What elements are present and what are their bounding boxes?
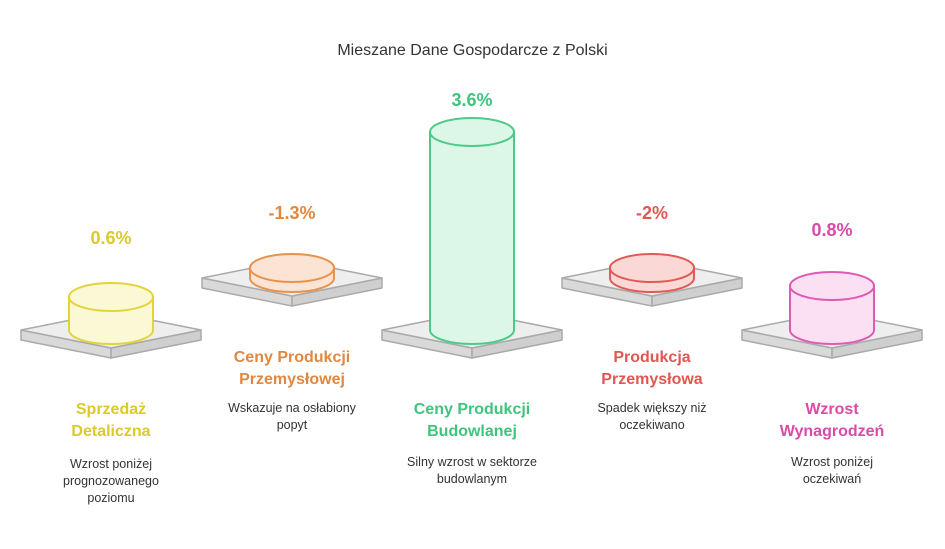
description-line: oczekiwano (619, 418, 685, 432)
bar-cylinder-top (609, 253, 695, 283)
value-label: 0.6% (90, 228, 132, 248)
category-label-line: Ceny Produkcji (233, 349, 351, 366)
bar-group-3 (381, 117, 563, 359)
description-line: oczekiwań (802, 472, 862, 486)
description-line: Wzrost poniżej (791, 455, 873, 469)
description-label: Wskazuje na osłabiony popyt (207, 400, 377, 434)
value-label: 3.6% (451, 90, 493, 110)
category-label-line: Wzrost (805, 401, 859, 418)
value-label: 0.8% (811, 220, 853, 240)
category-label-line: Przemysłowa (601, 371, 703, 388)
description-label: Wzrost poniżej oczekiwań (747, 454, 917, 488)
bar-cylinder-top (429, 117, 515, 147)
category-label: Wzrost Wynagrodzeń (742, 399, 922, 443)
description-line: budowlanym (436, 472, 508, 486)
description-line: Spadek większy niż (597, 401, 707, 415)
category-label-line: Sprzedaż (75, 401, 147, 418)
category-label-line: Detaliczna (71, 423, 151, 440)
bar-cylinder-top (249, 253, 335, 283)
category-label-line: Wynagrodzeń (779, 423, 885, 440)
category-label: Produkcja Przemysłowa (562, 347, 742, 391)
category-label-line: Przemysłowej (239, 371, 345, 388)
description-line: prognozowanego (63, 474, 159, 488)
description-line: popyt (276, 418, 308, 432)
description-label: Silny wzrost w sektorze budowlanym (387, 454, 557, 488)
description-line: Wskazuje na osłabiony (228, 401, 356, 415)
bar-cylinder-top (68, 282, 154, 312)
category-label-line: Budowlanej (427, 423, 517, 440)
bar-cylinder-top (789, 271, 875, 301)
category-label: Sprzedaż Detaliczna (21, 399, 201, 443)
bar-group-2 (201, 253, 383, 307)
description-label: Spadek większy niż oczekiwano (567, 400, 737, 434)
bar-group-1 (20, 282, 202, 359)
bar-cylinder-body (429, 131, 515, 345)
value-label: -2% (635, 203, 668, 223)
category-label-line: Ceny Produkcji (413, 401, 531, 418)
chart-title: Mieszane Dane Gospodarcze z Polski (337, 42, 608, 59)
bar-group-5 (741, 271, 923, 359)
description-label: Wzrost poniżej prognozowanego poziomu (26, 456, 196, 507)
category-label: Ceny Produkcji Budowlanej (382, 399, 562, 443)
category-label-line: Produkcja (613, 349, 691, 366)
description-line: poziomu (87, 491, 135, 505)
description-line: Silny wzrost w sektorze (407, 455, 537, 469)
bar-cylinder-body (789, 285, 875, 345)
bar-group-4 (561, 253, 743, 307)
category-label: Ceny Produkcji Przemysłowej (202, 347, 382, 391)
description-line: Wzrost poniżej (70, 457, 152, 471)
value-label: -1.3% (268, 203, 316, 223)
